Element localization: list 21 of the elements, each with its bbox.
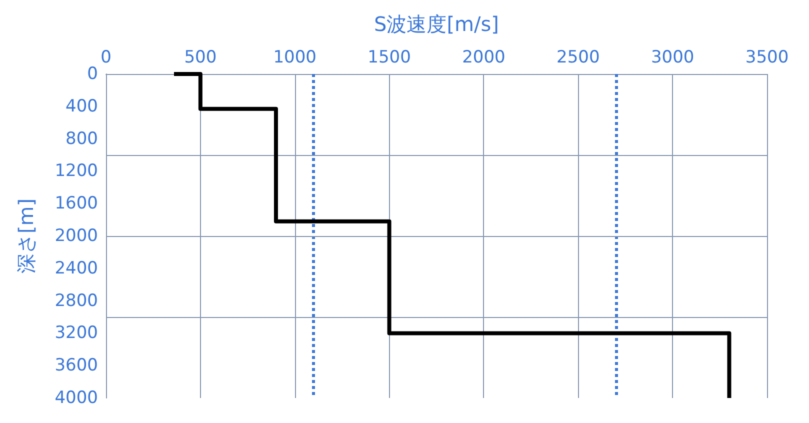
y-tick-label: 3200	[54, 323, 98, 344]
y-tick-label: 2800	[54, 290, 98, 311]
y-tick-label: 4000	[54, 388, 98, 408]
y-tick-label: 1200	[54, 161, 98, 182]
y-tick-label: 2000	[54, 226, 98, 246]
y-tick-label: 1600	[54, 194, 98, 214]
y-axis-title: 深さ[m]	[14, 198, 38, 274]
x-tick-label: 3000	[650, 48, 694, 68]
x-tick-label: 1000	[273, 48, 316, 68]
x-tick-label: 3500	[745, 48, 789, 68]
y-tick-label: 3600	[54, 356, 98, 376]
x-axis-title: S波速度[m/s]	[374, 12, 499, 36]
x-tick-label: 1500	[368, 48, 411, 68]
y-tick-label: 0	[87, 64, 98, 84]
x-tick-label: 2000	[462, 48, 506, 68]
x-tick-label: 2500	[556, 48, 600, 68]
y-tick-label: 800	[66, 128, 98, 149]
y-tick-label: 2400	[54, 258, 98, 278]
x-tick-label: 0	[100, 48, 112, 68]
y-tick-label: 400	[66, 96, 98, 116]
x-tick-label: 500	[184, 48, 217, 68]
